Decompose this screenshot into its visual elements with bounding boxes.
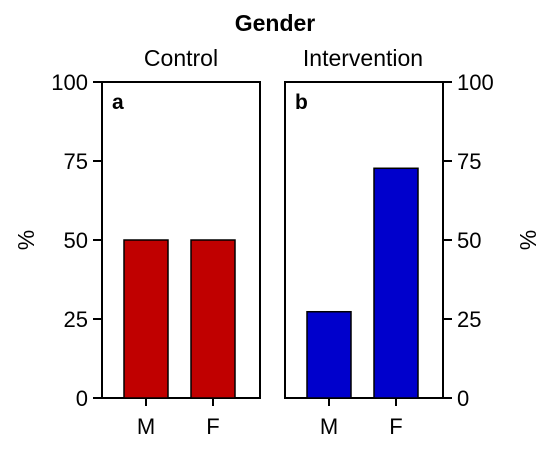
panel-a-ytick-label-0: 0 bbox=[76, 386, 88, 411]
panel-b-ytick-label-75: 75 bbox=[457, 149, 481, 174]
panel-b-letter: b bbox=[295, 91, 308, 114]
panel-a-ytick-label-75: 75 bbox=[64, 149, 88, 174]
panel-b-ytick-label-25: 25 bbox=[457, 307, 481, 332]
panel-a-bar-m bbox=[123, 239, 169, 399]
panel-b-subtitle: Intervention bbox=[303, 45, 423, 71]
panel-a-xtick-label-f: F bbox=[206, 414, 219, 439]
panel-b-xtick-label-m: M bbox=[320, 414, 338, 439]
panel-b-bar-m bbox=[306, 310, 352, 399]
panel-a-ylabel: % bbox=[13, 230, 39, 250]
panel-b-ytick-label-0: 0 bbox=[457, 386, 469, 411]
panel-b-ytick-label-50: 50 bbox=[457, 228, 481, 253]
panel-b-ylabel: % bbox=[515, 230, 541, 250]
panel-a-letter: a bbox=[112, 91, 124, 114]
panel-b-ytick-label-100: 100 bbox=[457, 70, 494, 95]
panel-b-xtick-label-f: F bbox=[389, 414, 402, 439]
panel-b-bar-f bbox=[373, 167, 419, 399]
chart-title: Gender bbox=[235, 10, 316, 36]
panel-a-ytick-label-50: 50 bbox=[64, 228, 88, 253]
panel-a-ytick-label-25: 25 bbox=[64, 307, 88, 332]
panel-a-xtick-label-m: M bbox=[137, 414, 155, 439]
panel-a-subtitle: Control bbox=[144, 45, 218, 71]
panel-a-ytick-label-100: 100 bbox=[51, 70, 88, 95]
panel-a-bar-f bbox=[190, 239, 236, 399]
